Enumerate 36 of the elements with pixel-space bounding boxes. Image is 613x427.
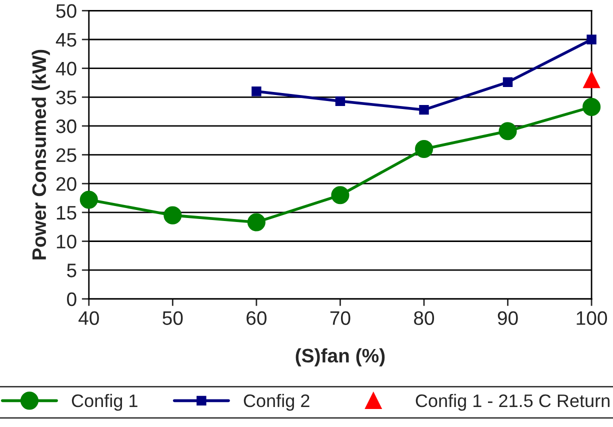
x-tick-label: 60 <box>246 311 266 325</box>
x-axis-title: (S)fan (%) <box>296 348 385 366</box>
point <box>414 140 434 158</box>
y-tick-label: 25 <box>56 148 76 162</box>
point <box>502 77 513 88</box>
y-tick-label: 15 <box>56 206 76 220</box>
x-tick-label: 40 <box>78 311 99 325</box>
point <box>252 86 262 96</box>
y-tick-label: 45 <box>56 33 76 47</box>
x-tick-label: 100 <box>576 311 608 325</box>
y-tick-label: 5 <box>67 264 76 278</box>
legend-label: Config 1 <box>72 394 138 411</box>
y-tick-label: 35 <box>56 90 76 104</box>
x-tick-label: 90 <box>498 311 518 325</box>
y-tick-label: 50 <box>56 4 76 18</box>
y-tick-label: 10 <box>56 234 76 248</box>
x-tick-label: 50 <box>162 311 183 325</box>
point <box>583 72 600 88</box>
legend-label: Config 2 <box>244 394 310 411</box>
point <box>586 34 596 44</box>
point <box>247 213 266 232</box>
y-tick-label: 0 <box>67 292 76 306</box>
x-tick-label: 80 <box>414 311 434 325</box>
y-tick-label: 40 <box>56 62 76 76</box>
legend-label: Config 1 - 21.5 C Return <box>416 394 610 411</box>
point <box>80 190 98 209</box>
point <box>419 104 429 115</box>
point <box>331 186 350 204</box>
y-axis-title: Power Consumed (kW) <box>32 50 50 260</box>
x-tick-label: 70 <box>330 311 350 325</box>
y-tick-label: 30 <box>56 119 76 134</box>
y-tick-label: 20 <box>56 177 76 191</box>
point <box>164 206 182 224</box>
point <box>582 98 601 116</box>
point <box>498 122 517 140</box>
point <box>335 96 346 106</box>
